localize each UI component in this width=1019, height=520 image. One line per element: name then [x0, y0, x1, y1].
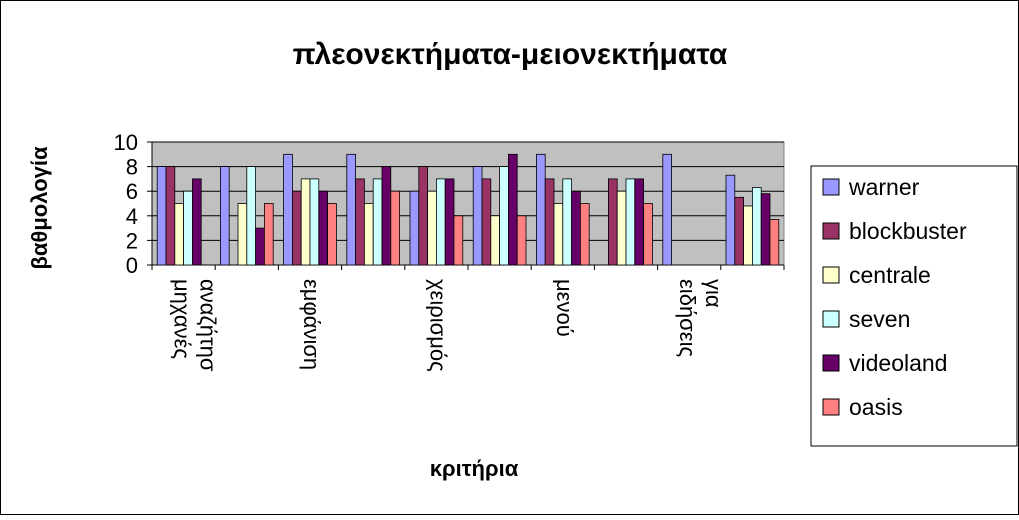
- bar-blockbuster: [608, 178, 618, 266]
- x-category-label: εμφάνιση: [299, 279, 324, 370]
- bar-warner: [725, 174, 736, 266]
- bar-warner: [662, 153, 672, 266]
- bar-oasis: [390, 190, 400, 266]
- bar-centrale: [553, 203, 564, 266]
- bar-videoland: [571, 190, 581, 266]
- bar-warner: [536, 153, 546, 266]
- bar-videoland: [760, 193, 771, 266]
- bar-warner: [156, 166, 167, 266]
- bar-seven: [246, 166, 257, 266]
- legend-label-blockbuster: blockbuster: [849, 218, 967, 244]
- y-tick-label: 10: [114, 130, 138, 155]
- bar-centrale: [237, 203, 248, 266]
- y-tick-label: 8: [126, 155, 138, 180]
- bar-videoland: [255, 227, 265, 266]
- bar-videoland: [444, 178, 455, 266]
- bar-seven: [499, 166, 509, 266]
- bar-videoland: [507, 153, 518, 266]
- x-category-label: μηχανές: [170, 279, 195, 359]
- x-category-label: ειδήσεις: [675, 279, 700, 357]
- bar-blockbuster: [734, 196, 744, 266]
- legend-swatch-blockbuster: [822, 222, 840, 240]
- bar-videoland: [634, 178, 644, 266]
- legend-box: [810, 165, 1018, 447]
- bar-warner: [346, 153, 356, 266]
- legend-swatch-warner: [822, 178, 840, 196]
- legend-label-seven: seven: [849, 306, 910, 332]
- bar-videoland: [381, 166, 392, 266]
- bar-oasis: [769, 219, 780, 266]
- bar-blockbuster: [165, 166, 176, 266]
- legend-swatch-oasis: [822, 398, 840, 416]
- bar-seven: [625, 178, 636, 266]
- bar-videoland: [191, 178, 202, 266]
- bar-seven: [752, 187, 762, 266]
- legend-swatch-seven: [822, 310, 840, 328]
- bar-oasis: [516, 215, 527, 266]
- y-tick-label: 2: [126, 228, 138, 253]
- bar-seven: [309, 178, 320, 266]
- y-tick-label: 6: [126, 179, 138, 204]
- bar-seven: [435, 178, 446, 266]
- legend-label-oasis: oasis: [849, 394, 903, 420]
- bar-warner: [472, 166, 483, 266]
- x-category-label: αναζήτησ: [196, 279, 221, 372]
- bar-seven: [183, 190, 193, 266]
- x-category-label: χειρισμός: [425, 279, 450, 372]
- y-axis-label: βαθμολογία: [27, 146, 52, 269]
- chart-title: πλεονεκτήματα-μειονεκτήματα: [293, 38, 728, 71]
- bar-oasis: [580, 203, 590, 266]
- bar-warner: [219, 166, 230, 266]
- bar-oasis: [453, 215, 464, 266]
- bar-oasis: [263, 203, 274, 266]
- bar-centrale: [174, 203, 185, 266]
- legend-label-videoland: videoland: [849, 350, 947, 376]
- bar-centrale: [427, 190, 437, 266]
- legend-label-warner: warner: [848, 174, 920, 200]
- bar-seven: [562, 178, 572, 266]
- bar-centrale: [743, 205, 753, 266]
- bar-centrale: [616, 190, 627, 266]
- bar-warner: [409, 190, 420, 266]
- legend-swatch-videoland: [822, 354, 840, 372]
- legend: warner blockbuster centrale seven videoland o…: [810, 165, 1018, 447]
- x-category-label: για: [701, 279, 726, 308]
- bar-centrale: [300, 178, 311, 266]
- bar-videoland: [318, 190, 328, 266]
- x-category-label: μενού: [552, 279, 577, 337]
- bar-blockbuster: [481, 178, 492, 266]
- legend-label-centrale: centrale: [849, 262, 931, 288]
- y-tick-label: 0: [126, 253, 138, 278]
- bar-oasis: [327, 203, 337, 266]
- bar-blockbuster: [544, 178, 555, 266]
- bar-warner: [283, 153, 293, 266]
- bar-seven: [372, 178, 383, 266]
- bar-centrale: [363, 203, 374, 266]
- bar-oasis: [643, 203, 653, 266]
- bar-blockbuster: [355, 178, 365, 266]
- bar-blockbuster: [291, 190, 302, 266]
- y-tick-label: 4: [126, 204, 138, 229]
- bar-centrale: [490, 215, 500, 266]
- x-axis-label: κριτήρια: [430, 456, 519, 481]
- legend-swatch-centrale: [822, 266, 840, 284]
- bar-blockbuster: [418, 166, 428, 266]
